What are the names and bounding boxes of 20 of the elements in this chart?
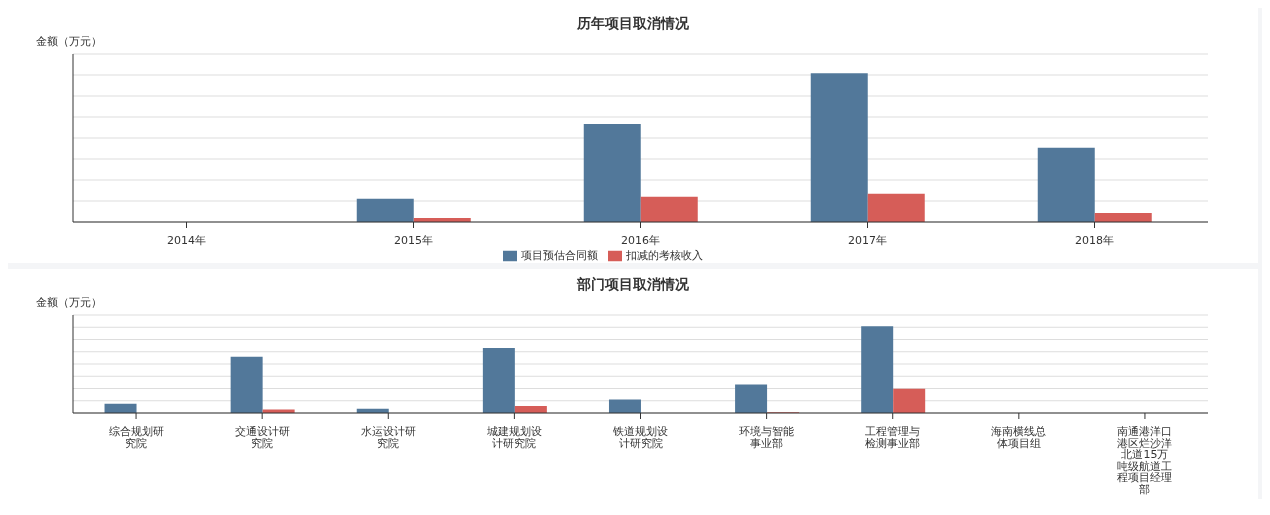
- x-tick-label: 2014年: [167, 234, 206, 247]
- x-tick-label: 2018年: [1075, 234, 1114, 247]
- x-tick-label: 工程管理与检测事业部: [865, 425, 921, 450]
- y-axis-title: 金额（万元）: [35, 34, 103, 48]
- chart-title: 历年项目取消情况: [576, 14, 690, 33]
- x-tick-label: 铁道规划设计研究院: [612, 425, 668, 450]
- x-tick-label: 交通设计研究院: [234, 425, 290, 450]
- x-tick-label: 南通港洋口港区烂沙洋北道15万吨级航道工程项目经理部: [1117, 425, 1173, 496]
- x-tick-label: 2015年: [394, 234, 433, 247]
- legend-label: 项目预估合同额: [521, 249, 598, 262]
- y-axis-title: 金额（万元）: [35, 295, 103, 309]
- x-tick-label: 城建规划设计研究院: [485, 425, 542, 450]
- x-tick-label: 海南横线总体项目组: [991, 425, 1047, 450]
- x-tick-label: 环境与智能事业部: [739, 425, 795, 450]
- x-tick-label: 水运设计研究院: [360, 425, 416, 450]
- x-tick-label: 2017年: [848, 234, 887, 247]
- legend-label: 扣减的考核收入: [626, 249, 703, 262]
- x-tick-label: 2016年: [621, 234, 660, 247]
- x-tick-label: 综合规划研究院: [108, 425, 164, 450]
- chart-title: 部门项目取消情况: [576, 275, 690, 294]
